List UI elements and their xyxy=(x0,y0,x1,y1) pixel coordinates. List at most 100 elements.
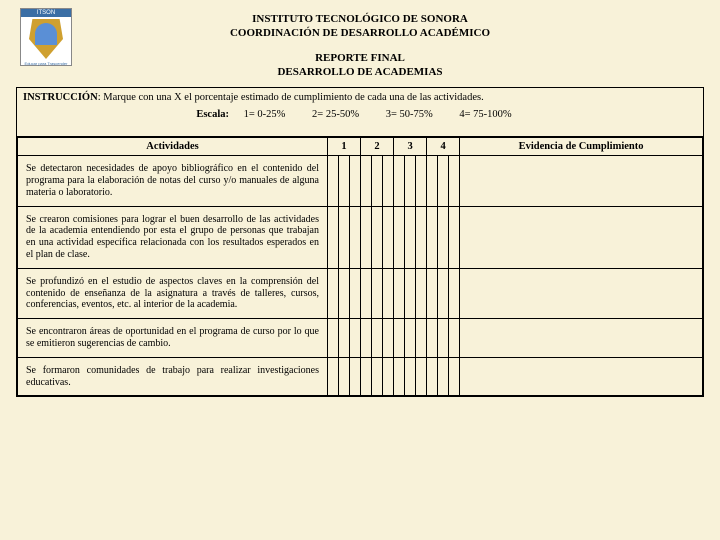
score-subcell[interactable] xyxy=(405,319,416,358)
form-sheet: INSTRUCCIÓN: Marque con una X el porcent… xyxy=(16,87,704,397)
evidence-cell[interactable] xyxy=(460,268,703,318)
score-subcell[interactable] xyxy=(394,319,405,358)
instruction-row: INSTRUCCIÓN: Marque con una X el porcent… xyxy=(17,88,703,137)
score-subcell[interactable] xyxy=(361,357,372,396)
activity-cell: Se detectaron necesidades de apoyo bibli… xyxy=(18,156,328,206)
score-subcell[interactable] xyxy=(449,357,460,396)
score-subcell[interactable] xyxy=(328,206,339,268)
score-subcell[interactable] xyxy=(405,156,416,206)
score-subcell[interactable] xyxy=(427,156,438,206)
table-row: Se formaron comunidades de trabajo para … xyxy=(18,357,703,396)
col-1: 1 xyxy=(328,138,361,156)
evidence-cell[interactable] xyxy=(460,357,703,396)
header-line-2: COORDINACIÓN DE DESARROLLO ACADÉMICO xyxy=(0,26,720,40)
score-subcell[interactable] xyxy=(372,156,383,206)
activities-table: Actividades 1 2 3 4 Evidencia de Cumplim… xyxy=(17,137,703,396)
col-3: 3 xyxy=(394,138,427,156)
score-subcell[interactable] xyxy=(405,268,416,318)
score-subcell[interactable] xyxy=(405,357,416,396)
score-subcell[interactable] xyxy=(339,357,350,396)
score-subcell[interactable] xyxy=(405,206,416,268)
score-subcell[interactable] xyxy=(350,319,361,358)
table-row: Se crearon comisiones para lograr el bue… xyxy=(18,206,703,268)
scale-2: 2= 25-50% xyxy=(312,109,359,120)
score-subcell[interactable] xyxy=(328,268,339,318)
score-subcell[interactable] xyxy=(416,268,427,318)
score-subcell[interactable] xyxy=(427,206,438,268)
activity-cell: Se encontraron áreas de oportunidad en e… xyxy=(18,319,328,358)
scale-label: Escala: xyxy=(196,109,229,120)
score-subcell[interactable] xyxy=(383,268,394,318)
score-subcell[interactable] xyxy=(372,268,383,318)
activity-cell: Se crearon comisiones para lograr el bue… xyxy=(18,206,328,268)
score-subcell[interactable] xyxy=(394,268,405,318)
score-subcell[interactable] xyxy=(372,206,383,268)
score-subcell[interactable] xyxy=(339,156,350,206)
col-4: 4 xyxy=(427,138,460,156)
score-subcell[interactable] xyxy=(449,156,460,206)
score-subcell[interactable] xyxy=(350,268,361,318)
score-subcell[interactable] xyxy=(361,319,372,358)
table-row: Se detectaron necesidades de apoyo bibli… xyxy=(18,156,703,206)
score-subcell[interactable] xyxy=(394,156,405,206)
score-subcell[interactable] xyxy=(350,206,361,268)
logo-bottom-band: Educar para Trascender xyxy=(21,61,71,66)
score-subcell[interactable] xyxy=(383,206,394,268)
score-subcell[interactable] xyxy=(438,156,449,206)
score-subcell[interactable] xyxy=(449,319,460,358)
score-subcell[interactable] xyxy=(328,357,339,396)
score-subcell[interactable] xyxy=(438,357,449,396)
score-subcell[interactable] xyxy=(383,357,394,396)
score-subcell[interactable] xyxy=(383,319,394,358)
score-subcell[interactable] xyxy=(350,156,361,206)
score-subcell[interactable] xyxy=(427,357,438,396)
score-subcell[interactable] xyxy=(372,357,383,396)
score-subcell[interactable] xyxy=(339,319,350,358)
score-subcell[interactable] xyxy=(438,319,449,358)
score-subcell[interactable] xyxy=(416,206,427,268)
score-subcell[interactable] xyxy=(449,206,460,268)
scale-row: Escala: 1= 0-25% 2= 25-50% 3= 50-75% 4= … xyxy=(23,103,697,130)
col-evidence: Evidencia de Cumplimiento xyxy=(460,138,703,156)
table-row: Se encontraron áreas de oportunidad en e… xyxy=(18,319,703,358)
evidence-cell[interactable] xyxy=(460,206,703,268)
scale-4: 4= 75-100% xyxy=(459,109,511,120)
evidence-cell[interactable] xyxy=(460,156,703,206)
score-subcell[interactable] xyxy=(339,206,350,268)
header-line-1: INSTITUTO TECNOLÓGICO DE SONORA xyxy=(0,12,720,26)
score-subcell[interactable] xyxy=(449,268,460,318)
score-subcell[interactable] xyxy=(328,319,339,358)
logo-shield xyxy=(29,19,63,59)
institution-logo: ITSON Educar para Trascender xyxy=(20,8,72,66)
score-subcell[interactable] xyxy=(416,357,427,396)
scale-1: 1= 0-25% xyxy=(244,109,286,120)
activity-cell: Se formaron comunidades de trabajo para … xyxy=(18,357,328,396)
score-subcell[interactable] xyxy=(361,206,372,268)
score-subcell[interactable] xyxy=(383,156,394,206)
score-subcell[interactable] xyxy=(438,206,449,268)
col-activities: Actividades xyxy=(18,138,328,156)
score-subcell[interactable] xyxy=(372,319,383,358)
score-subcell[interactable] xyxy=(361,156,372,206)
score-subcell[interactable] xyxy=(427,319,438,358)
score-subcell[interactable] xyxy=(438,268,449,318)
score-subcell[interactable] xyxy=(339,268,350,318)
score-subcell[interactable] xyxy=(361,268,372,318)
activity-cell: Se profundizó en el estudio de aspectos … xyxy=(18,268,328,318)
score-subcell[interactable] xyxy=(394,206,405,268)
score-subcell[interactable] xyxy=(427,268,438,318)
instruction-label: INSTRUCCIÓN xyxy=(23,92,98,103)
logo-top-band: ITSON xyxy=(21,9,71,17)
score-subcell[interactable] xyxy=(416,156,427,206)
evidence-cell[interactable] xyxy=(460,319,703,358)
document-header: INSTITUTO TECNOLÓGICO DE SONORA COORDINA… xyxy=(0,0,720,79)
score-subcell[interactable] xyxy=(416,319,427,358)
header-line-3: REPORTE FINAL xyxy=(0,51,720,65)
instruction-text: : Marque con una X el porcentaje estimad… xyxy=(98,92,484,103)
score-subcell[interactable] xyxy=(328,156,339,206)
score-subcell[interactable] xyxy=(394,357,405,396)
header-line-4: DESARROLLO DE ACADEMIAS xyxy=(0,65,720,79)
scale-3: 3= 50-75% xyxy=(386,109,433,120)
score-subcell[interactable] xyxy=(350,357,361,396)
table-row: Se profundizó en el estudio de aspectos … xyxy=(18,268,703,318)
